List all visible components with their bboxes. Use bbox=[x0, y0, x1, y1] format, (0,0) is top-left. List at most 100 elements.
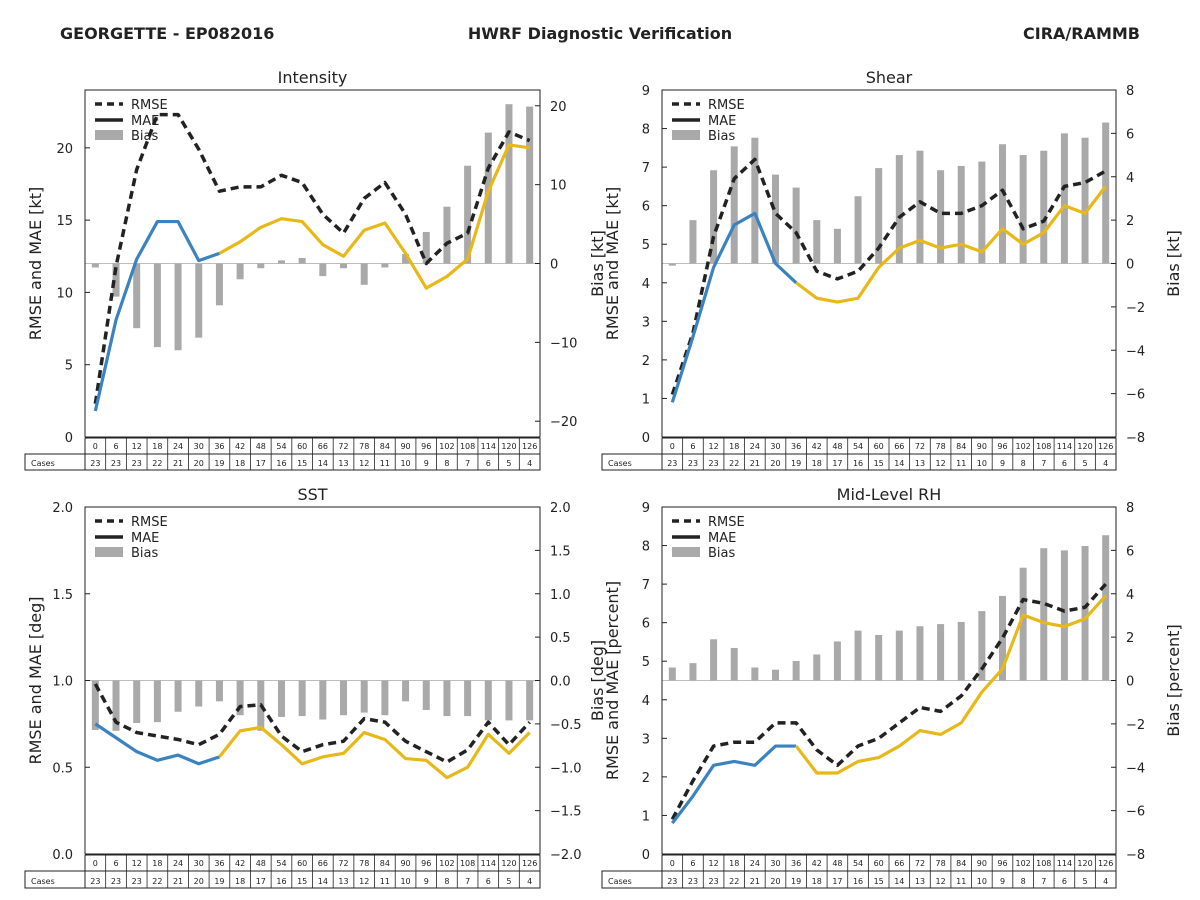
rmse-line bbox=[670, 157, 1107, 396]
case-count: 22 bbox=[729, 877, 739, 886]
bias-bar bbox=[422, 231, 430, 264]
y-tick-label: 10 bbox=[56, 286, 73, 301]
legend-rmse-label: RMSE bbox=[708, 98, 745, 113]
lead-time-label: 42 bbox=[812, 859, 822, 868]
lead-time-label: 84 bbox=[956, 859, 966, 868]
lead-time-label: 108 bbox=[460, 859, 475, 868]
bias-bar bbox=[813, 220, 821, 264]
mae-line-early bbox=[670, 211, 798, 403]
y2-tick-label: −10 bbox=[550, 336, 577, 351]
legend-bias-label: Bias bbox=[708, 129, 735, 144]
bias-bar bbox=[1102, 122, 1110, 264]
chart-panel-2: SST 0.0 0.5 1.0 1.5 2.0 −2.0 −1.5 −1.0 −0.5 0.0 0.5… bbox=[24, 485, 607, 889]
case-count: 13 bbox=[338, 459, 348, 468]
lead-time-label: 0 bbox=[93, 442, 98, 451]
legend-bias-swatch bbox=[672, 130, 700, 140]
case-count: 17 bbox=[256, 459, 266, 468]
case-count: 16 bbox=[276, 877, 286, 886]
lead-time-label: 12 bbox=[132, 442, 142, 451]
page-title: HWRF Diagnostic Verification bbox=[467, 24, 733, 43]
y-tick-label: 2 bbox=[642, 354, 650, 369]
bias-bar bbox=[833, 641, 841, 681]
lead-time-label: 108 bbox=[1036, 859, 1051, 868]
y2-tick-label: −1.0 bbox=[550, 761, 582, 776]
lead-time-label: 48 bbox=[256, 442, 266, 451]
case-count: 7 bbox=[1041, 877, 1046, 886]
y-tick-label: 6 bbox=[642, 200, 650, 215]
chart-title: Intensity bbox=[278, 68, 348, 87]
bias-bar bbox=[236, 263, 244, 280]
lead-time-label: 18 bbox=[729, 859, 739, 868]
bias-bar bbox=[813, 654, 821, 681]
lead-time-label: 126 bbox=[1098, 442, 1113, 451]
mae-line-late bbox=[795, 185, 1107, 304]
case-count: 23 bbox=[90, 459, 100, 468]
bias-bar bbox=[689, 220, 697, 264]
y-tick-label: 20 bbox=[56, 142, 73, 157]
bias-bar bbox=[464, 680, 472, 717]
case-count: 15 bbox=[874, 877, 884, 886]
y-tick-label: 1.5 bbox=[52, 588, 73, 603]
case-count: 19 bbox=[214, 459, 224, 468]
y2-tick-label: 4 bbox=[1126, 588, 1134, 603]
y-tick-label: 1 bbox=[642, 392, 650, 407]
lead-time-label: 42 bbox=[235, 859, 245, 868]
case-count: 21 bbox=[173, 877, 183, 886]
bias-bar bbox=[999, 595, 1006, 681]
bias-bar bbox=[916, 150, 924, 264]
y2-tick-label: 0 bbox=[550, 258, 558, 273]
bias-bar bbox=[360, 263, 368, 285]
chart-title: Shear bbox=[866, 68, 913, 87]
lead-time-label: 36 bbox=[791, 859, 801, 868]
y2-axis-label: Bias [kt] bbox=[588, 230, 607, 297]
case-count: 9 bbox=[1000, 459, 1005, 468]
case-count: 6 bbox=[486, 877, 491, 886]
lead-time-label: 96 bbox=[421, 442, 431, 451]
bias-bar bbox=[298, 680, 306, 717]
bias-bar bbox=[298, 257, 306, 264]
lead-time-label: 18 bbox=[152, 859, 162, 868]
lead-time-label: 6 bbox=[690, 859, 695, 868]
y-tick-label: 8 bbox=[642, 123, 650, 138]
case-count: 5 bbox=[1082, 459, 1087, 468]
lead-time-label: 24 bbox=[750, 859, 760, 868]
lead-time-label: 18 bbox=[152, 442, 162, 451]
lead-time-label: 126 bbox=[522, 859, 537, 868]
rmse-line bbox=[93, 112, 531, 405]
bias-bar bbox=[937, 170, 945, 264]
y-axis-label: RMSE and MAE [percent] bbox=[603, 581, 622, 780]
lead-time-label: 54 bbox=[276, 859, 286, 868]
case-count: 18 bbox=[235, 877, 245, 886]
case-count: 12 bbox=[359, 877, 369, 886]
lead-time-label: 48 bbox=[832, 859, 842, 868]
bias-bar bbox=[215, 680, 223, 702]
y2-tick-label: 8 bbox=[1126, 84, 1134, 99]
case-count: 23 bbox=[111, 459, 121, 468]
case-count: 13 bbox=[915, 459, 925, 468]
case-count: 4 bbox=[527, 877, 532, 886]
case-count: 10 bbox=[977, 459, 987, 468]
y2-tick-label: 0 bbox=[1126, 258, 1134, 273]
legend-rmse-label: RMSE bbox=[131, 515, 168, 530]
bias-bar bbox=[668, 667, 676, 681]
lead-time-label: 66 bbox=[894, 442, 904, 451]
cases-label: Cases bbox=[31, 877, 55, 886]
y2-tick-label: 0.5 bbox=[550, 631, 571, 646]
y2-axis-label: Bias [kt] bbox=[1164, 230, 1183, 297]
legend-rmse-label: RMSE bbox=[131, 98, 168, 113]
y2-tick-label: −6 bbox=[1126, 388, 1145, 403]
case-count: 18 bbox=[812, 877, 822, 886]
y-tick-label: 9 bbox=[642, 501, 650, 516]
y2-tick-label: 1.5 bbox=[550, 544, 571, 559]
bias-bar bbox=[751, 667, 759, 681]
mae-line-late bbox=[218, 725, 531, 780]
bias-bar bbox=[484, 132, 492, 264]
chart-title: SST bbox=[297, 485, 327, 504]
lead-time-label: 30 bbox=[770, 859, 780, 868]
bias-bar bbox=[751, 137, 759, 264]
y2-tick-label: 2 bbox=[1126, 631, 1134, 646]
case-count: 7 bbox=[465, 459, 470, 468]
lead-time-label: 120 bbox=[501, 859, 516, 868]
case-count: 11 bbox=[956, 877, 966, 886]
mae-line-early bbox=[94, 722, 220, 766]
